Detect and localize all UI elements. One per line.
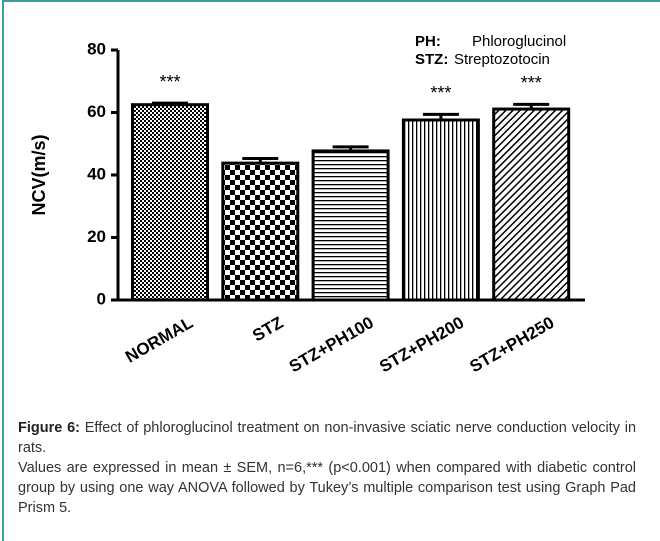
x-tick-label: STZ+PH200 bbox=[376, 313, 467, 376]
caption-label: Figure 6: bbox=[18, 420, 80, 436]
y-tick-label: 20 bbox=[87, 227, 106, 246]
significance: *** bbox=[159, 72, 180, 92]
note-abbr: PH: bbox=[415, 33, 441, 50]
y-tick-label: 40 bbox=[87, 164, 106, 183]
significance: *** bbox=[430, 83, 451, 103]
caption-title: Figure 6: Effect of phloroglucinol treat… bbox=[18, 418, 636, 458]
x-tick-label: STZ+PH250 bbox=[467, 313, 558, 376]
x-tick-label: STZ+PH100 bbox=[286, 313, 377, 376]
bar bbox=[131, 103, 209, 302]
note-abbr: STZ: bbox=[415, 51, 448, 68]
bar bbox=[492, 107, 571, 302]
x-tick-label: STZ bbox=[249, 313, 286, 346]
x-tick-label: NORMAL bbox=[122, 313, 196, 367]
y-tick-label: 80 bbox=[87, 39, 106, 58]
bar bbox=[401, 118, 480, 302]
note-text: Phloroglucinol bbox=[472, 33, 566, 50]
caption-text: Effect of phloroglucinol treatment on no… bbox=[18, 420, 637, 456]
y-axis-label: NCV(m/s) bbox=[29, 134, 49, 215]
y-tick-label: 0 bbox=[97, 289, 106, 308]
y-tick-label: 60 bbox=[87, 102, 106, 121]
caption: Figure 6: Effect of phloroglucinol treat… bbox=[18, 418, 636, 518]
bar bbox=[311, 149, 390, 302]
bar bbox=[221, 161, 300, 302]
caption-notes: Values are expressed in mean ± SEM, n=6,… bbox=[18, 460, 636, 516]
significance: *** bbox=[521, 73, 542, 93]
chart: NCV(m/s) PH: Phloroglucinol STZ: Strepto… bbox=[29, 33, 585, 376]
note-text: Streptozotocin bbox=[454, 51, 550, 68]
